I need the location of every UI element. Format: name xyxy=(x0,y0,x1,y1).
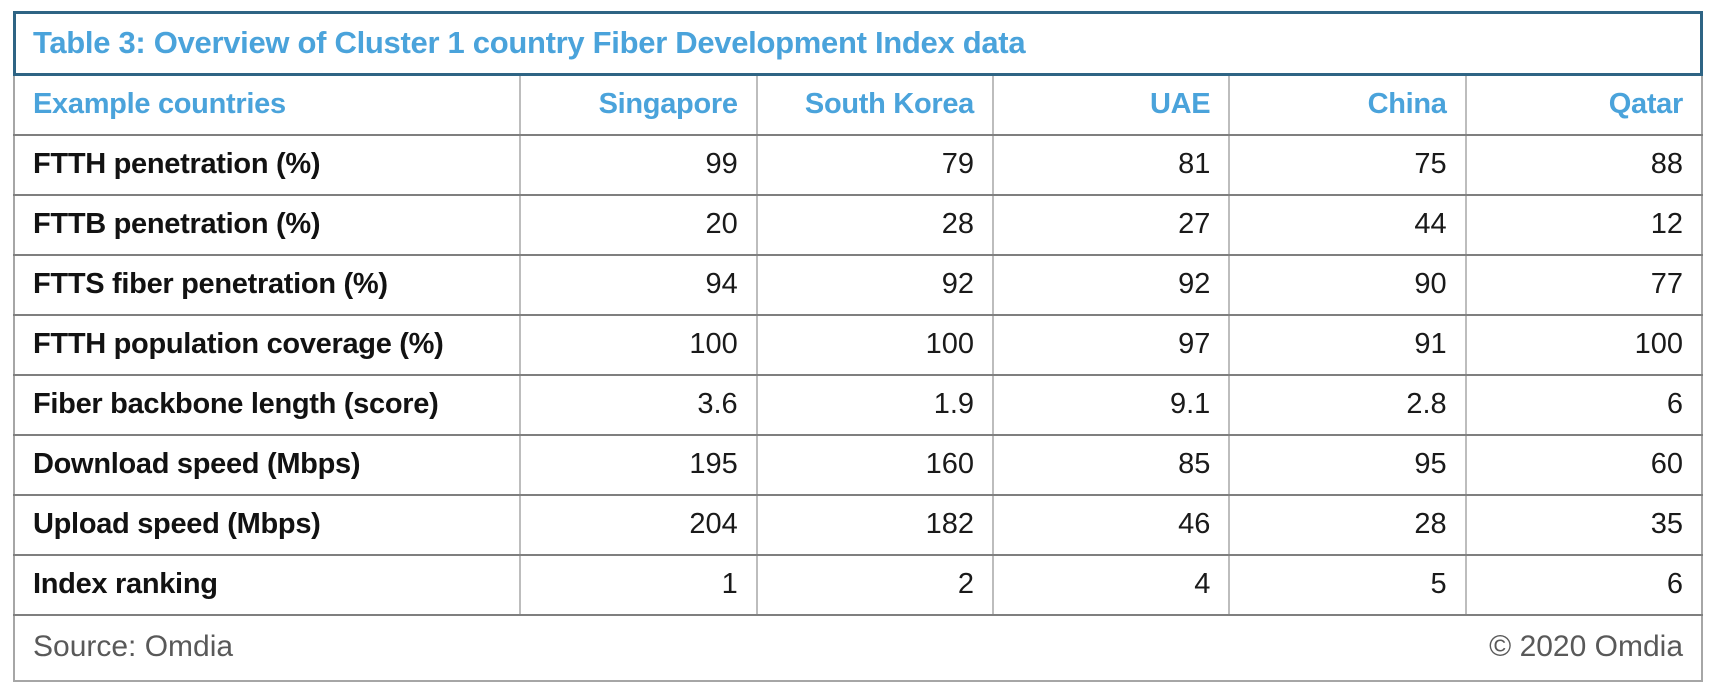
cell-value: 92 xyxy=(992,255,1230,317)
table-row-ftth-population-coverage: FTTH population coverage (%) 100 100 97 … xyxy=(14,315,1702,377)
column-header-example-countries: Example countries xyxy=(14,76,521,137)
table-footer-row: Source: Omdia © 2020 Omdia xyxy=(14,615,1702,680)
column-header-singapore: Singapore xyxy=(519,76,757,137)
cell-value: 204 xyxy=(519,495,757,557)
cell-value: 9.1 xyxy=(992,375,1230,437)
cell-value: 100 xyxy=(519,315,757,377)
cell-value: 20 xyxy=(519,195,757,257)
cell-value: 81 xyxy=(992,135,1230,197)
cell-value: 100 xyxy=(1464,315,1702,377)
column-header-south-korea: South Korea xyxy=(755,76,994,137)
cell-value: 92 xyxy=(755,255,994,317)
cell-value: 85 xyxy=(992,435,1230,497)
cell-value: 4 xyxy=(992,555,1230,617)
table-row-download-speed: Download speed (Mbps) 195 160 85 95 60 xyxy=(14,435,1702,497)
cell-value: 90 xyxy=(1228,255,1466,317)
cell-value: 182 xyxy=(755,495,994,557)
cell-value: 100 xyxy=(755,315,994,377)
row-label: FTTS fiber penetration (%) xyxy=(14,255,521,317)
cell-value: 60 xyxy=(1464,435,1702,497)
table-header-row: Example countries Singapore South Korea … xyxy=(14,76,1702,137)
cell-value: 95 xyxy=(1228,435,1466,497)
cell-value: 99 xyxy=(519,135,757,197)
cell-value: 5 xyxy=(1228,555,1466,617)
table-row-ftts-fiber-penetration: FTTS fiber penetration (%) 94 92 92 90 7… xyxy=(14,255,1702,317)
table-row-ftth-penetration: FTTH penetration (%) 99 79 81 75 88 xyxy=(14,135,1702,197)
cell-value: 97 xyxy=(992,315,1230,377)
cell-value: 75 xyxy=(1228,135,1466,197)
row-label: FTTH penetration (%) xyxy=(14,135,521,197)
table-row-upload-speed: Upload speed (Mbps) 204 182 46 28 35 xyxy=(14,495,1702,557)
copyright-note: © 2020 Omdia xyxy=(1489,630,1683,664)
cell-value: 6 xyxy=(1464,555,1702,617)
cell-value: 1.9 xyxy=(755,375,994,437)
cell-value: 94 xyxy=(519,255,757,317)
row-label: Fiber backbone length (score) xyxy=(14,375,521,437)
cell-value: 46 xyxy=(992,495,1230,557)
column-header-uae: UAE xyxy=(992,76,1230,137)
cell-value: 79 xyxy=(755,135,994,197)
table-row-fiber-backbone-length: Fiber backbone length (score) 3.6 1.9 9.… xyxy=(14,375,1702,437)
cell-value: 27 xyxy=(992,195,1230,257)
cell-value: 35 xyxy=(1464,495,1702,557)
row-label: Download speed (Mbps) xyxy=(14,435,521,497)
source-note: Source: Omdia xyxy=(33,630,234,664)
cell-value: 12 xyxy=(1464,195,1702,257)
cell-value: 2.8 xyxy=(1228,375,1466,437)
row-label: Index ranking xyxy=(14,555,521,617)
table-title: Table 3: Overview of Cluster 1 country F… xyxy=(13,11,1703,76)
row-label: FTTB penetration (%) xyxy=(14,195,521,257)
column-header-qatar: Qatar xyxy=(1464,76,1702,137)
cell-value: 91 xyxy=(1228,315,1466,377)
row-label: Upload speed (Mbps) xyxy=(14,495,521,557)
cell-value: 1 xyxy=(519,555,757,617)
cell-value: 160 xyxy=(755,435,994,497)
cell-value: 28 xyxy=(1228,495,1466,557)
cell-value: 28 xyxy=(755,195,994,257)
row-label: FTTH population coverage (%) xyxy=(14,315,521,377)
cell-value: 195 xyxy=(519,435,757,497)
table-row-index-ranking: Index ranking 1 2 4 5 6 xyxy=(14,555,1702,617)
fiber-development-index-table: Example countries Singapore South Korea … xyxy=(13,76,1703,682)
cell-value: 6 xyxy=(1464,375,1702,437)
column-header-china: China xyxy=(1228,76,1466,137)
cell-value: 77 xyxy=(1464,255,1702,317)
cell-value: 3.6 xyxy=(519,375,757,437)
table-row-fttb-penetration: FTTB penetration (%) 20 28 27 44 12 xyxy=(14,195,1702,257)
cell-value: 88 xyxy=(1464,135,1702,197)
cell-value: 2 xyxy=(755,555,994,617)
cell-value: 44 xyxy=(1228,195,1466,257)
